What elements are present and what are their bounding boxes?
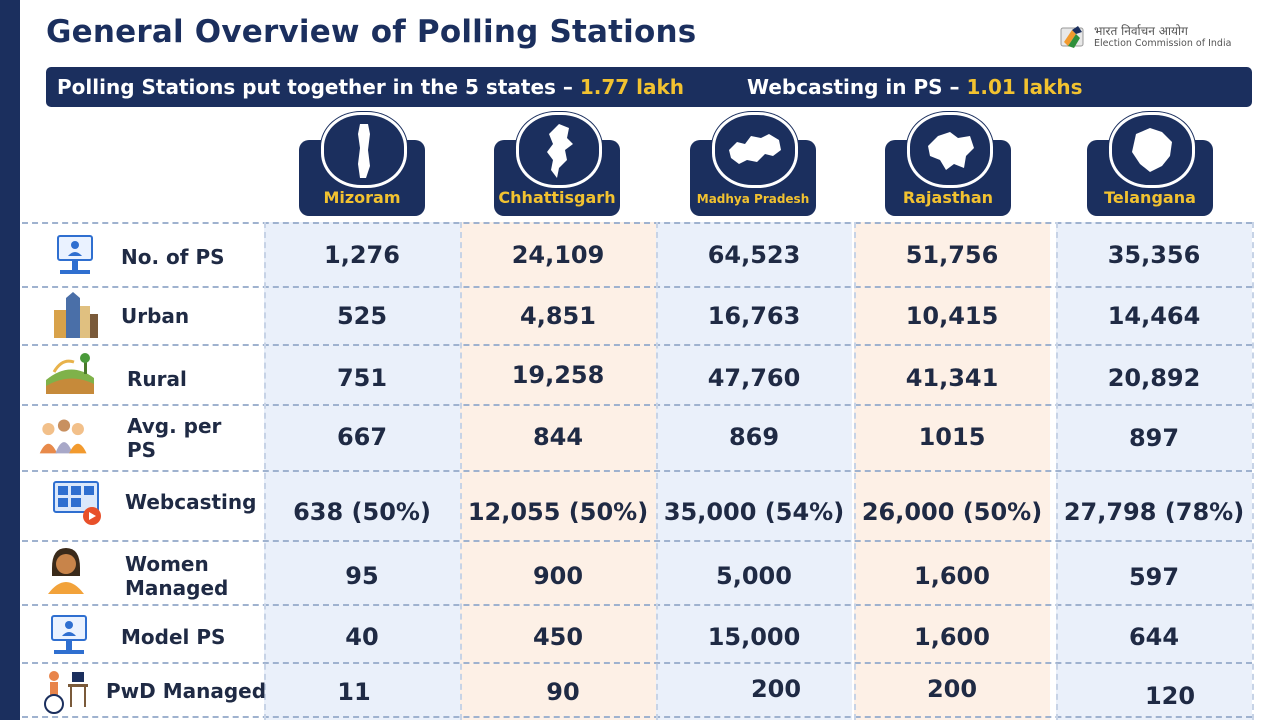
banner-ps-label: Polling Stations put together in the 5 s… (57, 75, 580, 99)
cell-mizoram: 40 (345, 623, 379, 651)
row-divider (22, 662, 1252, 664)
banner-webcast-summary: Webcasting in PS – 1.01 lakhs (747, 75, 1083, 99)
cell-telangana: 120 (1144, 682, 1196, 710)
row-label-no-of-ps: No. of PS (121, 245, 225, 269)
cell-madhya-pradesh: 5,000 (716, 562, 792, 590)
video-monitor-icon (53, 481, 101, 525)
banner-ps-value: 1.77 lakh (579, 75, 685, 99)
row-label-urban: Urban (121, 304, 190, 328)
banner-ps-summary: Polling Stations put together in the 5 s… (57, 75, 684, 99)
column-divider (1056, 222, 1058, 720)
cell-telangana: 644 (1128, 623, 1180, 651)
cell-mizoram: 638 (50%) (293, 498, 431, 526)
model-ps-icon (51, 615, 87, 654)
rajasthan-map-icon (928, 132, 974, 170)
row-divider (22, 344, 1252, 346)
cell-mizoram: 95 (345, 562, 379, 590)
cell-telangana: 897 (1128, 424, 1180, 452)
column-divider (656, 222, 658, 720)
cell-chhattisgarh: 19,258 (511, 361, 605, 389)
cell-rajasthan: 200 (926, 675, 978, 703)
wheelchair-desk-icon (44, 671, 88, 714)
state-card-telangana: Telangana (1087, 112, 1213, 216)
cell-rajasthan: 10,415 (905, 302, 999, 330)
cell-rajasthan: 1015 (918, 423, 986, 451)
row-label-women-managed: Women Managed (125, 552, 229, 600)
cell-madhya-pradesh: 200 (750, 675, 802, 703)
cell-mizoram: 1,276 (324, 241, 400, 269)
city-buildings-icon (54, 292, 98, 338)
cell-chhattisgarh: 90 (546, 678, 580, 706)
summary-banner: Polling Stations put together in the 5 s… (46, 67, 1252, 107)
banner-webcast-label: Webcasting in PS – (747, 75, 967, 99)
row-label-rural: Rural (127, 367, 187, 391)
cell-telangana: 14,464 (1107, 302, 1201, 330)
state-name: Rajasthan (902, 188, 994, 207)
row-label-webcasting: Webcasting (125, 490, 257, 514)
cell-mizoram: 667 (336, 423, 388, 451)
row-label-avg-per-ps: Avg. per PS (127, 414, 222, 462)
eci-emblem-icon (1060, 26, 1084, 48)
state-card-chhattisgarh: Chhattisgarh (494, 112, 620, 216)
cell-madhya-pradesh: 35,000 (54%) (663, 498, 845, 526)
chhattisgarh-map-icon (547, 124, 573, 178)
people-group-icon (39, 419, 87, 454)
row-divider (22, 222, 1252, 224)
cell-chhattisgarh: 450 (532, 623, 584, 651)
column-divider (264, 222, 266, 720)
column-divider (1252, 222, 1254, 720)
state-card-madhya-pradesh: Madhya Pradesh (690, 112, 816, 216)
state-name: Chhattisgarh (498, 188, 616, 207)
cell-madhya-pradesh: 64,523 (707, 241, 801, 269)
cell-rajasthan: 51,756 (905, 241, 999, 269)
computer-user-icon (57, 235, 93, 274)
woman-icon (48, 548, 84, 594)
cell-chhattisgarh: 4,851 (520, 302, 596, 330)
column-divider (854, 222, 856, 720)
cell-chhattisgarh: 12,055 (50%) (467, 498, 649, 526)
state-card-mizoram: Mizoram (299, 112, 425, 216)
row-label-model-ps: Model PS (121, 625, 226, 649)
rural-landscape-icon (46, 353, 94, 394)
row-label-pwd-managed: PwD Managed (106, 679, 267, 703)
cell-telangana: 20,892 (1107, 364, 1201, 392)
state-card-rajasthan: Rajasthan (885, 112, 1011, 216)
madhya-pradesh-map-icon (729, 134, 781, 164)
mizoram-map-icon (358, 124, 370, 178)
row-divider (22, 470, 1252, 472)
column-divider (460, 222, 462, 720)
cell-madhya-pradesh: 15,000 (707, 623, 801, 651)
row-divider (22, 540, 1252, 542)
cell-rajasthan: 41,341 (905, 364, 999, 392)
left-accent-bar (0, 0, 20, 720)
banner-webcast-value: 1.01 lakhs (966, 75, 1083, 99)
cell-chhattisgarh: 844 (532, 423, 584, 451)
telangana-map-icon (1132, 128, 1172, 172)
cell-rajasthan: 1,600 (914, 623, 990, 651)
state-name: Madhya Pradesh (696, 192, 810, 206)
cell-mizoram: 525 (336, 302, 388, 330)
cell-mizoram: 751 (336, 364, 388, 392)
cell-telangana: 35,356 (1107, 241, 1201, 269)
cell-madhya-pradesh: 16,763 (707, 302, 801, 330)
cell-madhya-pradesh: 47,760 (707, 364, 801, 392)
cell-chhattisgarh: 24,109 (511, 241, 605, 269)
cell-rajasthan: 1,600 (914, 562, 990, 590)
cell-telangana: 27,798 (78%) (1063, 498, 1245, 526)
cell-telangana: 597 (1128, 563, 1180, 591)
cell-rajasthan: 26,000 (50%) (861, 498, 1043, 526)
cell-madhya-pradesh: 869 (728, 423, 780, 451)
page-title: General Overview of Polling Stations (46, 14, 697, 50)
eci-hindi-name: भारत निर्वाचन आयोग (1094, 24, 1188, 38)
eci-english-name: Election Commission of India (1094, 38, 1232, 49)
cell-chhattisgarh: 900 (532, 562, 584, 590)
row-divider (22, 286, 1252, 288)
row-divider (22, 404, 1252, 406)
cell-mizoram: 11 (337, 678, 371, 706)
eci-logo-block: भारत निर्वाचन आयोग Election Commission o… (1058, 20, 1238, 54)
row-divider (22, 716, 1252, 718)
state-name: Mizoram (323, 188, 401, 207)
state-name: Telangana (1104, 188, 1196, 207)
row-divider (22, 604, 1252, 606)
